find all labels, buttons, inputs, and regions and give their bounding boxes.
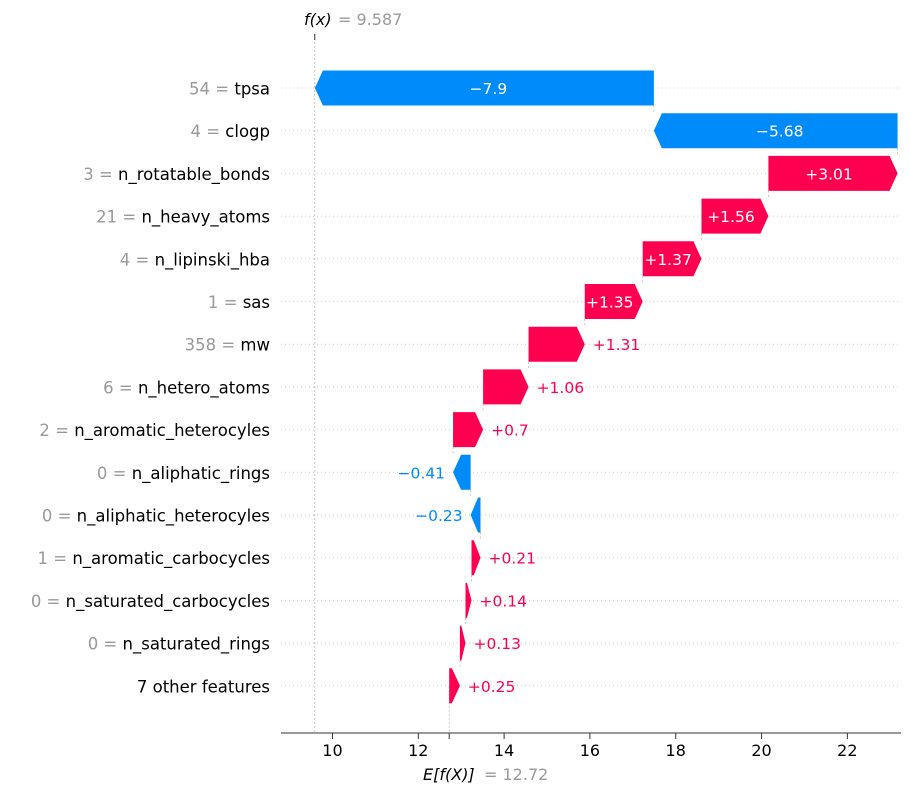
negative-contribution-bar xyxy=(314,70,654,106)
feature-name: n_aliphatic_rings xyxy=(132,464,270,484)
feature-label: 3 = n_rotatable_bonds xyxy=(83,165,270,185)
contribution-value-label: +3.01 xyxy=(805,165,853,183)
positive-contribution-bar xyxy=(453,412,484,448)
x-tick-label: 22 xyxy=(837,741,857,760)
feature-label: 1 = sas xyxy=(208,293,270,312)
feature-label: 2 = n_aromatic_heterocyles xyxy=(39,421,270,441)
fx-value: = 9.587 xyxy=(338,10,402,29)
x-tick-label: 16 xyxy=(580,741,600,760)
positive-contribution-bar xyxy=(483,369,529,405)
feature-label: 1 = n_aromatic_carbocycles xyxy=(38,549,271,569)
feature-name: n_lipinski_hba xyxy=(155,250,270,270)
feature-value: 1 = xyxy=(208,293,243,312)
x-tick-label: 12 xyxy=(408,741,428,760)
contribution-value-label: +1.35 xyxy=(586,294,634,312)
contribution-value-label: −0.23 xyxy=(415,507,463,525)
negative-contribution-bar xyxy=(653,113,898,149)
feature-name: n_aromatic_heterocyles xyxy=(74,421,270,441)
feature-label: 358 = mw xyxy=(185,336,270,355)
feature-labels: 54 = tpsa 4 = clogp 3 = n_rotatable_bonds 2… xyxy=(31,80,270,697)
feature-name: n_aromatic_carbocycles xyxy=(72,549,270,569)
fx-label: f(x) xyxy=(304,10,332,29)
x-tick-label: 10 xyxy=(322,741,342,760)
feature-name: mw xyxy=(240,336,270,355)
feature-value: 358 = xyxy=(185,336,241,355)
positive-contribution-bar xyxy=(528,326,585,362)
feature-name: n_saturated_carbocycles xyxy=(66,592,270,612)
x-tick-label: 18 xyxy=(666,741,686,760)
efx-footer: E[f(X)] = 12.72 xyxy=(423,765,548,784)
contribution-value-label: +1.06 xyxy=(537,379,585,397)
contribution-value-label: +0.13 xyxy=(473,635,521,653)
efx-value: = 12.72 xyxy=(484,765,548,784)
positive-contribution-bar xyxy=(459,625,466,661)
feature-label: 0 = n_saturated_rings xyxy=(88,635,270,655)
feature-name: n_heavy_atoms xyxy=(141,208,270,228)
feature-value: 1 = xyxy=(38,549,73,568)
feature-name: n_aliphatic_heterocyles xyxy=(77,507,270,527)
feature-label: 7 other features xyxy=(137,677,270,696)
contribution-value-label: −7.9 xyxy=(470,80,508,98)
feature-name: 7 other features xyxy=(137,677,270,696)
contribution-value-label: +1.37 xyxy=(644,251,692,269)
efx-label: E[f(X)] xyxy=(423,765,475,784)
feature-name: n_hetero_atoms xyxy=(138,378,270,398)
positive-contribution-bar xyxy=(642,241,702,277)
contribution-value-label: +0.14 xyxy=(480,592,528,610)
x-axis: 10 12 14 16 18 20 22 xyxy=(281,732,901,760)
fx-header: f(x) = 9.587 xyxy=(304,10,402,29)
feature-name: clogp xyxy=(225,122,270,141)
feature-value: 0 = xyxy=(97,464,132,483)
feature-value: 6 = xyxy=(103,378,138,397)
positive-contribution-bar xyxy=(471,540,481,576)
negative-contribution-bar xyxy=(453,454,471,490)
feature-value: 0 = xyxy=(42,507,77,526)
x-tick-label: 14 xyxy=(494,741,514,760)
feature-label: 0 = n_aliphatic_rings xyxy=(97,464,270,484)
positive-contribution-bar xyxy=(584,284,643,319)
feature-name: n_saturated_rings xyxy=(123,635,270,655)
contribution-bars: −7.9 −5.68 +3.01 +1.56 +1.37 +1.35 +1.31 +1.06 +… xyxy=(314,70,898,704)
contribution-value-label: −5.68 xyxy=(756,123,804,141)
contribution-value-label: +0.21 xyxy=(489,550,537,568)
feature-value: 2 = xyxy=(39,421,74,440)
feature-label: 0 = n_saturated_carbocycles xyxy=(31,592,270,612)
x-tick-label: 20 xyxy=(751,741,771,760)
negative-contribution-bar xyxy=(470,497,481,533)
positive-contribution-bar xyxy=(701,198,769,234)
feature-name: sas xyxy=(243,293,270,312)
feature-value: 21 = xyxy=(96,208,141,227)
contribution-value-label: +1.31 xyxy=(593,336,641,354)
feature-value: 4 = xyxy=(120,250,155,269)
reference-lines xyxy=(314,34,898,739)
feature-value: 4 = xyxy=(190,122,225,141)
feature-label: 0 = n_aliphatic_heterocyles xyxy=(42,507,270,527)
feature-name: n_rotatable_bonds xyxy=(118,165,270,185)
feature-label: 21 = n_heavy_atoms xyxy=(96,208,270,228)
positive-contribution-bar xyxy=(449,668,460,704)
feature-label: 6 = n_hetero_atoms xyxy=(103,378,270,398)
contribution-value-label: +0.25 xyxy=(468,678,516,696)
contribution-value-label: −0.41 xyxy=(398,464,446,482)
feature-label: 54 = tpsa xyxy=(189,80,270,99)
feature-label: 4 = n_lipinski_hba xyxy=(120,250,270,270)
feature-value: 0 = xyxy=(88,635,123,654)
positive-contribution-bar xyxy=(465,582,472,618)
positive-contribution-bar xyxy=(768,155,898,191)
feature-value: 0 = xyxy=(31,592,66,611)
feature-value: 54 = xyxy=(189,80,234,99)
feature-label: 4 = clogp xyxy=(190,122,270,141)
contribution-value-label: +0.7 xyxy=(491,422,529,440)
feature-value: 3 = xyxy=(83,165,118,184)
feature-name: tpsa xyxy=(234,80,270,99)
contribution-value-label: +1.56 xyxy=(707,208,755,226)
